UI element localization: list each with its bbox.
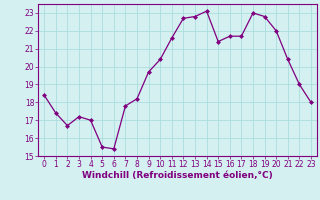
X-axis label: Windchill (Refroidissement éolien,°C): Windchill (Refroidissement éolien,°C) [82,171,273,180]
